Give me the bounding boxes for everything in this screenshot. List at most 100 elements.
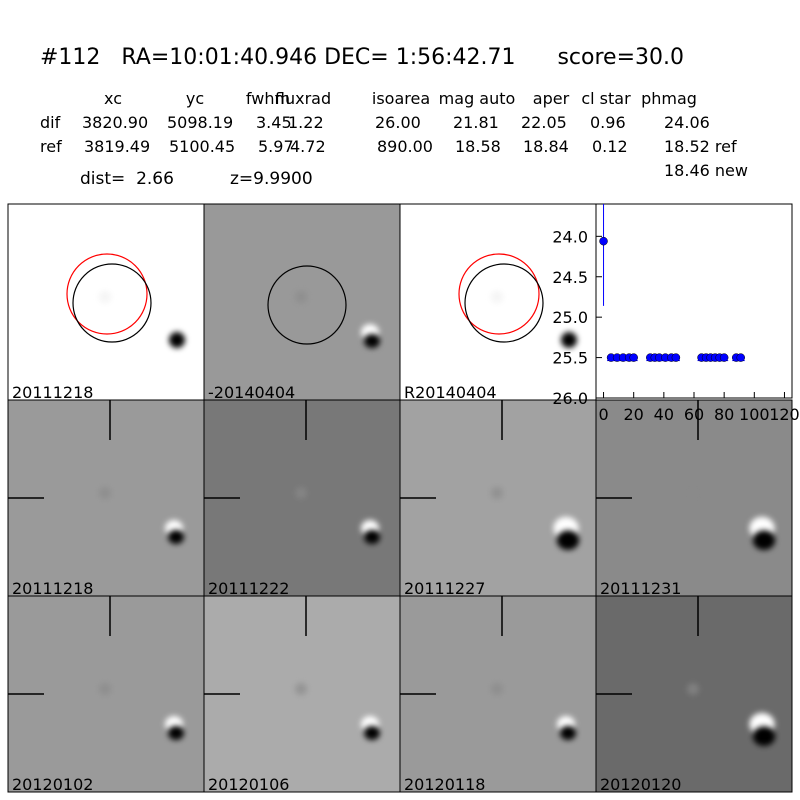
- redshift: z=9.9900: [230, 169, 313, 189]
- column-header: phmag: [641, 89, 697, 108]
- faint-source: [687, 683, 699, 695]
- title: #112 RA=10:01:40.946 DEC= 1:56:42.71 sco…: [40, 45, 684, 70]
- cell: 18.84: [523, 137, 569, 156]
- panel-label: 20120118: [404, 775, 485, 794]
- dipole-black: [364, 530, 380, 544]
- aperture-black: [267, 265, 347, 345]
- cell: 4.72: [290, 137, 326, 156]
- cell: 3819.49: [84, 137, 150, 156]
- dist: dist= 2.66: [80, 169, 174, 189]
- panel-label: 20111222: [208, 579, 289, 598]
- cell: 1.22: [288, 113, 324, 132]
- image-panel: 20111218: [7, 399, 205, 598]
- dipole-black: [168, 726, 184, 740]
- point: [599, 236, 608, 246]
- panel-label: -20140404: [208, 383, 295, 402]
- panel-label: 20111218: [12, 383, 93, 402]
- y-tick-label: 25.5: [552, 349, 588, 368]
- dipole-black: [560, 726, 576, 740]
- row-label: dif: [40, 113, 61, 132]
- image-panel: 20120106: [203, 595, 401, 794]
- dipole-black: [364, 334, 380, 348]
- aperture-black: [464, 263, 544, 343]
- column-header: isoarea: [372, 89, 430, 108]
- y-tick-label: 24.5: [552, 268, 588, 287]
- point: [671, 353, 681, 362]
- panel-label: R20140404: [404, 383, 497, 402]
- phmag-new: 18.46 new: [664, 161, 748, 180]
- cell: 3.45: [256, 113, 292, 132]
- image-panel: 20111231: [595, 399, 793, 598]
- point: [736, 353, 745, 362]
- column-header: fwhm: [246, 89, 290, 108]
- cell: 890.00: [377, 137, 433, 156]
- image-panel: 20120120: [595, 595, 793, 794]
- point: [629, 353, 638, 362]
- image-panel: R20140404: [399, 203, 597, 402]
- column-header: mag auto: [439, 89, 516, 108]
- cell: 5098.19: [167, 113, 233, 132]
- column-header: fluxrad: [275, 89, 331, 108]
- cell: 0.12: [592, 137, 628, 156]
- panel-label: 20111227: [404, 579, 485, 598]
- panel-label: 20120102: [12, 775, 93, 794]
- cell: 22.05: [521, 113, 567, 132]
- star: [169, 332, 185, 348]
- image-panel: 20120118: [399, 595, 597, 794]
- faint-source: [99, 291, 111, 303]
- cell: 26.00: [375, 113, 421, 132]
- faint-source: [491, 291, 503, 303]
- faint-source: [295, 487, 307, 499]
- faint-source: [491, 487, 503, 499]
- panel-label: 20120120: [600, 775, 681, 794]
- faint-source: [687, 487, 699, 499]
- panel-label: 20120106: [208, 775, 289, 794]
- cell: 24.06: [664, 113, 710, 132]
- image-panel: 20120102: [7, 595, 205, 794]
- dipole-black: [364, 726, 380, 740]
- column-header: yc: [186, 89, 204, 108]
- dipole-black: [168, 530, 184, 544]
- x-tick-label: 40: [654, 405, 674, 424]
- image-panel: 20111227: [399, 399, 597, 598]
- x-tick-label: 80: [714, 405, 734, 424]
- plot-frame: [595, 203, 793, 399]
- image-panel: 20111222: [203, 399, 401, 598]
- dipole-black: [752, 726, 776, 746]
- cell: 5100.45: [169, 137, 235, 156]
- faint-source: [99, 487, 111, 499]
- x-tick-label: 100: [739, 405, 770, 424]
- cell: 0.96: [590, 113, 626, 132]
- faint-source: [99, 683, 111, 695]
- x-tick-label: 60: [684, 405, 704, 424]
- faint-source: [295, 683, 307, 695]
- aperture-red: [66, 253, 148, 335]
- y-tick-label: 24.0: [552, 227, 588, 246]
- faint-source: [295, 291, 307, 303]
- dipole-black: [556, 530, 580, 550]
- row-label: ref: [40, 137, 62, 156]
- cell: 18.52 ref: [664, 137, 737, 156]
- y-tick-label: 26.0: [552, 389, 588, 408]
- star: [561, 332, 577, 348]
- y-tick-label: 25.0: [552, 308, 588, 327]
- cell: 21.81: [453, 113, 499, 132]
- cell: 5.97: [258, 137, 294, 156]
- image-panel: -20140404: [203, 203, 401, 402]
- x-tick-label: 0: [598, 405, 608, 424]
- cell: 3820.90: [82, 113, 148, 132]
- aperture-black: [72, 263, 152, 343]
- aperture-red: [458, 253, 540, 335]
- faint-source: [491, 683, 503, 695]
- panel-label: 20111231: [600, 579, 681, 598]
- x-tick-label: 120: [769, 405, 800, 424]
- column-header: cl star: [581, 89, 631, 108]
- point: [719, 353, 729, 362]
- panel-label: 20111218: [12, 579, 93, 598]
- column-header: aper: [533, 89, 570, 108]
- cell: 18.58: [455, 137, 501, 156]
- dipole-black: [752, 530, 776, 550]
- column-header: xc: [104, 89, 122, 108]
- x-tick-label: 20: [624, 405, 644, 424]
